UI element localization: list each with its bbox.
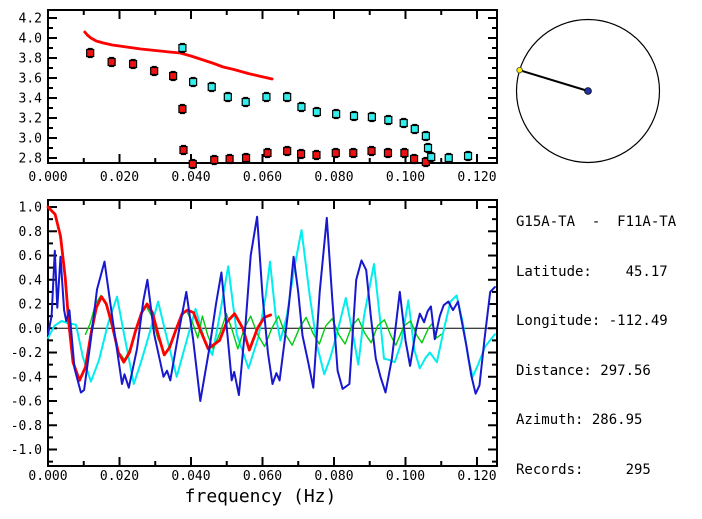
measured-velocity-cyan-marker <box>367 112 376 122</box>
azimuth-line: Azimuth: 286.95 <box>516 412 643 428</box>
measured-velocity-cyan-marker <box>241 97 250 107</box>
measured-velocity-cyan-marker <box>423 143 433 153</box>
measured-velocity-cyan-marker <box>189 77 198 87</box>
coherence-y-tick-label: -1.0 <box>11 443 42 458</box>
measured-velocity-red-marker <box>263 148 272 158</box>
dispersion-x-tick-label: 0.000 <box>28 170 67 185</box>
station-pair-title: G15A-TA - F11A-TA <box>516 214 677 230</box>
latitude-line: Latitude: 45.17 <box>516 263 668 280</box>
coherence-y-tick-label: -0.8 <box>11 419 42 434</box>
coherence-y-tick-label: -0.6 <box>11 395 42 410</box>
records-line: Records: 295 <box>516 461 651 478</box>
measured-velocity-red-marker <box>367 146 376 156</box>
coherence-y-tick-label: 0.8 <box>19 225 42 240</box>
coherence-x-tick-label: 0.000 <box>28 469 67 484</box>
coherence-plot: 0.000 0.020 0.040 0.060 0.080 0.100 0.120 1.0 0.… <box>11 199 498 507</box>
coherence-x-tick-label: 0.120 <box>457 469 496 484</box>
measured-velocity-red-marker <box>225 154 234 164</box>
coherence-x-axis-label: frequency (Hz) <box>185 486 337 507</box>
measured-velocity-cyan-marker <box>312 107 321 117</box>
measured-velocity-cyan-marker <box>297 102 306 112</box>
measured-velocity-cyan-marker <box>427 152 436 162</box>
dispersion-y-tick-label: 3.6 <box>19 72 42 87</box>
dispersion-x-tick-label: 0.100 <box>386 170 425 185</box>
measured-velocity-cyan-marker <box>399 118 408 128</box>
dial-center-dot <box>584 87 592 95</box>
measured-velocity-cyan-marker <box>262 92 271 102</box>
dispersion-y-tick-label: 4.2 <box>19 12 42 27</box>
measured-velocity-red-marker <box>331 148 340 158</box>
measured-velocity-red-marker <box>150 66 159 76</box>
measured-velocity-red-marker <box>241 153 251 163</box>
dispersion-y-tick-label: 3.2 <box>19 112 42 127</box>
coherence-x-tick-label: 0.080 <box>314 469 353 484</box>
measured-velocity-cyan-marker <box>178 43 187 53</box>
measured-velocity-cyan-marker <box>207 82 216 92</box>
dispersion-x-tick-label: 0.060 <box>243 170 282 185</box>
measured-velocity-red-marker <box>383 148 393 158</box>
dispersion-x-tick-label: 0.120 <box>457 170 496 185</box>
coherence-x-tick-label: 0.100 <box>386 469 425 484</box>
measured-velocity-red-marker <box>210 155 219 165</box>
coherence-y-tick-label: 0.0 <box>19 322 42 337</box>
distance-line: Distance: 297.56 <box>516 362 651 379</box>
coherence-y-tick-label: 0.4 <box>19 273 43 288</box>
dispersion-frame <box>47 9 498 164</box>
coherence-x-tick-label: 0.020 <box>100 469 139 484</box>
coherence-y-tick-label: -0.2 <box>11 346 42 361</box>
dispersion-x-tick-label: 0.080 <box>314 170 353 185</box>
measured-velocity-red-marker <box>349 148 358 158</box>
coherence-y-tick-label: 0.2 <box>19 298 42 313</box>
measured-velocity-cyan-marker <box>283 92 292 102</box>
dispersion-x-tick-label: 0.020 <box>100 170 139 185</box>
measured-velocity-red-marker <box>107 57 116 67</box>
dispersion-y-tick-label: 3.0 <box>19 132 42 147</box>
dispersion-y-tick-label: 3.8 <box>19 52 42 67</box>
measured-velocity-red-marker <box>296 149 306 159</box>
measured-velocity-red-marker <box>188 159 197 169</box>
measured-velocity-red-marker <box>312 150 321 160</box>
reference-dispersion-curve <box>83 30 274 81</box>
station-pair-info: G15A-TA - F11A-TA Latitude: 45.17 Longit… <box>516 181 676 511</box>
measured-velocity-cyan-marker <box>410 124 419 134</box>
dispersion-y-tick-label: 2.8 <box>19 152 42 167</box>
measured-velocity-red-marker <box>409 154 419 164</box>
measured-velocity-cyan-marker <box>223 92 232 102</box>
measured-velocity-red-marker <box>86 48 95 58</box>
coherence-y-tick-label: 1.0 <box>19 201 42 216</box>
azimuth-pointer-line <box>519 69 589 92</box>
measured-velocity-cyan-marker <box>349 111 359 121</box>
dispersion-x-tick-label: 0.040 <box>171 170 210 185</box>
longitude-line: Longitude: -112.49 <box>516 313 668 329</box>
measured-velocity-red-marker <box>178 104 187 114</box>
trace-cyan <box>47 229 496 385</box>
coherence-y-tick-label: -0.4 <box>11 370 42 385</box>
measured-velocity-cyan-marker <box>463 151 473 161</box>
dispersion-y-tick-label: 3.4 <box>19 92 43 107</box>
dial-azimuth-dot <box>516 66 523 74</box>
measured-velocity-red-marker <box>169 71 178 81</box>
dispersion-y-tick-label: 4.0 <box>19 32 42 47</box>
measured-velocity-cyan-marker <box>444 153 453 163</box>
dial-circle <box>515 18 661 164</box>
measured-velocity-cyan-marker <box>384 115 393 125</box>
azimuth-dial <box>515 18 661 164</box>
measured-velocity-red-marker <box>128 59 138 69</box>
coherence-x-tick-label: 0.060 <box>243 469 282 484</box>
coherence-x-tick-label: 0.040 <box>171 469 210 484</box>
measured-velocity-red-marker <box>400 148 409 158</box>
measured-velocity-cyan-marker <box>421 131 430 141</box>
measured-velocity-red-marker <box>283 146 292 156</box>
coherence-y-tick-label: 0.6 <box>19 249 42 264</box>
measured-velocity-red-marker <box>179 145 188 155</box>
dispersion-plot: 0.000 0.020 0.040 0.060 0.080 0.100 0.120 2.8 3.… <box>19 9 498 185</box>
measured-velocity-cyan-marker <box>332 109 341 119</box>
trace-blue <box>47 215 496 402</box>
